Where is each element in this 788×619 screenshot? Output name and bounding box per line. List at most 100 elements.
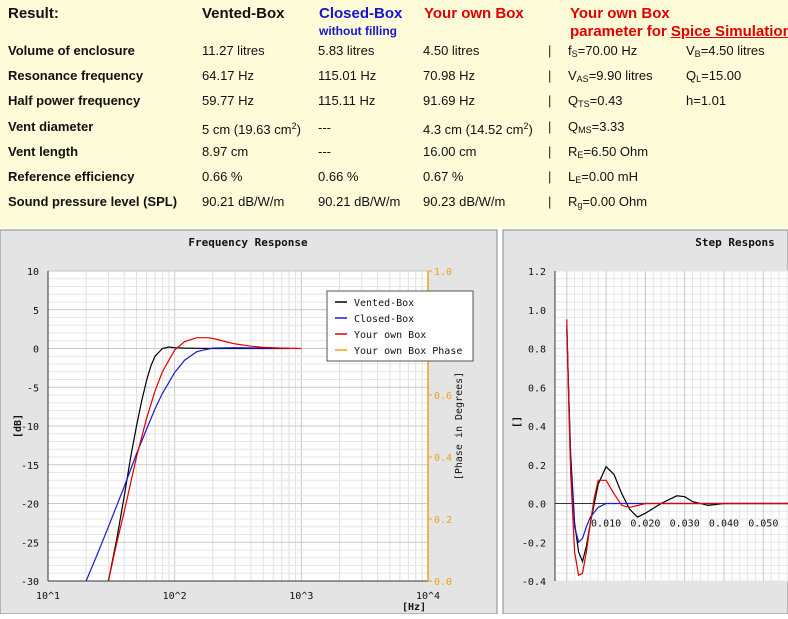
y-tick-label: 0 xyxy=(33,345,39,356)
vented-value: 59.77 Hz xyxy=(202,93,255,108)
param-q-ms: QMS=3.33 xyxy=(568,119,625,135)
y-tick-label: -15 xyxy=(21,461,39,472)
legend xyxy=(326,290,474,362)
vented-value: 64.17 Hz xyxy=(202,68,255,83)
column-separator: | xyxy=(548,43,552,58)
step-y-tick-label: 0.8 xyxy=(528,345,546,356)
y-tick-label: -25 xyxy=(21,538,39,549)
y-tick-label: -30 xyxy=(21,577,39,588)
step-x-tick-label: 0.050 xyxy=(748,519,778,530)
param-l-e: LE=0.00 mH xyxy=(568,169,638,185)
phase-tick-label: 1.0 xyxy=(434,267,452,278)
closed-value: --- xyxy=(318,144,331,159)
step-y-axis-label: [] xyxy=(512,416,523,428)
y-tick-label: 10 xyxy=(27,267,39,278)
legend-label: Your own Box Phase xyxy=(354,346,462,357)
x-tick-label: 10^3 xyxy=(289,591,313,602)
column-separator: | xyxy=(548,194,552,209)
x-tick-label: 10^1 xyxy=(36,591,60,602)
step-series-line xyxy=(566,319,788,577)
vented-value: 0.66 % xyxy=(202,169,243,184)
param-q-ts: QTS=0.43 xyxy=(568,93,623,109)
row-label: Reference efficiency xyxy=(8,169,135,184)
closed-value: 115.01 Hz xyxy=(318,68,377,83)
vented-value: 8.97 cm xyxy=(202,144,249,159)
step-x-tick-label: 0.040 xyxy=(709,519,739,530)
phase-tick-label: 0.4 xyxy=(434,453,452,464)
vented-value: 90.21 dB/W/m xyxy=(202,194,285,209)
own-value: 16.00 cm xyxy=(423,144,477,159)
row-label: Vent diameter xyxy=(8,119,94,134)
y-tick-label: 5 xyxy=(33,306,39,317)
y-tick-label: -10 xyxy=(21,422,39,433)
param-f-s: fS=70.00 Hz xyxy=(568,43,638,59)
param-r-e: RE=6.50 Ohm xyxy=(568,144,649,160)
step-y-tick-label: 0.2 xyxy=(528,461,546,472)
step-y-tick-label: 0.0 xyxy=(528,500,546,511)
column-separator: | xyxy=(548,169,552,184)
plots-area: Frequency Response 10 5 0 -5 -10 -15 -20 -25 -30 1… xyxy=(0,228,788,615)
own-value: 4.3 cm (14.52 cm2) xyxy=(423,121,533,138)
phase-tick-label: 0.2 xyxy=(434,515,452,526)
results-panel: Result: Vented-Box Closed-Box without filli… xyxy=(0,0,788,228)
column-separator: | xyxy=(548,119,552,134)
y-tick-label: -20 xyxy=(21,500,39,511)
step-y-tick-label: 0.4 xyxy=(528,422,546,433)
frequency-title: Frequency Response xyxy=(188,236,308,249)
step-y-tick-label: 0.6 xyxy=(528,383,546,394)
own-value: 91.69 Hz xyxy=(423,93,476,108)
param-heading-line2: parameter for Spice Simulation xyxy=(570,23,788,40)
step-y-tick-label: -0.2 xyxy=(522,538,546,549)
legend-label: Closed-Box xyxy=(354,314,414,325)
spice-simulation-link[interactable]: Spice Simulation xyxy=(670,23,788,40)
x-axis-label: [Hz] xyxy=(402,602,426,613)
param-q-l: QL=15.00 xyxy=(686,68,742,84)
closed-box-subheading: without filling xyxy=(319,24,397,38)
closed-value: 5.83 litres xyxy=(318,43,375,58)
result-heading: Result: xyxy=(8,5,59,22)
closed-box-heading: Closed-Box xyxy=(319,5,403,22)
x-tick-label: 10^2 xyxy=(163,591,187,602)
row-label: Sound pressure level (SPL) xyxy=(8,194,178,209)
row-label: Vent length xyxy=(8,144,79,159)
step-title: Step Respons xyxy=(695,236,774,249)
x-tick-label: 10^4 xyxy=(416,591,440,602)
column-separator: | xyxy=(548,144,552,159)
y-tick-label: -5 xyxy=(27,383,39,394)
step-y-tick-label: -0.4 xyxy=(522,577,546,588)
vented-box-heading: Vented-Box xyxy=(202,5,285,22)
closed-value: 0.66 % xyxy=(318,169,359,184)
vented-value: 5 cm (19.63 cm2) xyxy=(202,121,301,138)
vented-value: 11.27 litres xyxy=(202,43,265,58)
phase-axis-label: [Phase in Degrees] xyxy=(454,372,465,480)
param-r-g: Rg=0.00 Ohm xyxy=(568,194,648,210)
column-separator: | xyxy=(548,93,552,108)
param-v-as: VAS=9.90 litres xyxy=(568,68,653,84)
step-x-tick-label: 0.010 xyxy=(591,519,621,530)
plots-svg: Frequency Response 10 5 0 -5 -10 -15 -20 -25 -30 1… xyxy=(0,229,788,615)
closed-value: --- xyxy=(318,120,331,135)
series-line xyxy=(107,337,302,582)
step-x-tick-label: 0.030 xyxy=(670,519,700,530)
row-label: Half power frequency xyxy=(8,93,141,108)
legend-label: Your own Box xyxy=(354,330,426,341)
legend-label: Vented-Box xyxy=(354,298,414,309)
param-heading: Your own Box xyxy=(570,5,670,22)
param-h: h=1.01 xyxy=(686,93,727,108)
own-value: 90.23 dB/W/m xyxy=(423,194,506,209)
step-series-line xyxy=(566,329,788,564)
own-value: 0.67 % xyxy=(423,169,464,184)
phase-tick-label: 0.6 xyxy=(434,391,452,402)
step-y-tick-label: 1.0 xyxy=(528,306,546,317)
closed-value: 90.21 dB/W/m xyxy=(318,194,401,209)
own-value: 4.50 litres xyxy=(423,43,480,58)
y-axis-label: [dB] xyxy=(13,414,24,438)
own-value: 70.98 Hz xyxy=(423,68,476,83)
param-v-b: VB=4.50 litres xyxy=(686,43,765,59)
row-label: Resonance frequency xyxy=(8,68,144,83)
column-separator: | xyxy=(548,68,552,83)
row-label: Volume of enclosure xyxy=(8,43,135,58)
series-line xyxy=(85,347,290,582)
step-x-tick-label: 0.020 xyxy=(630,519,660,530)
closed-value: 115.11 Hz xyxy=(318,93,376,108)
